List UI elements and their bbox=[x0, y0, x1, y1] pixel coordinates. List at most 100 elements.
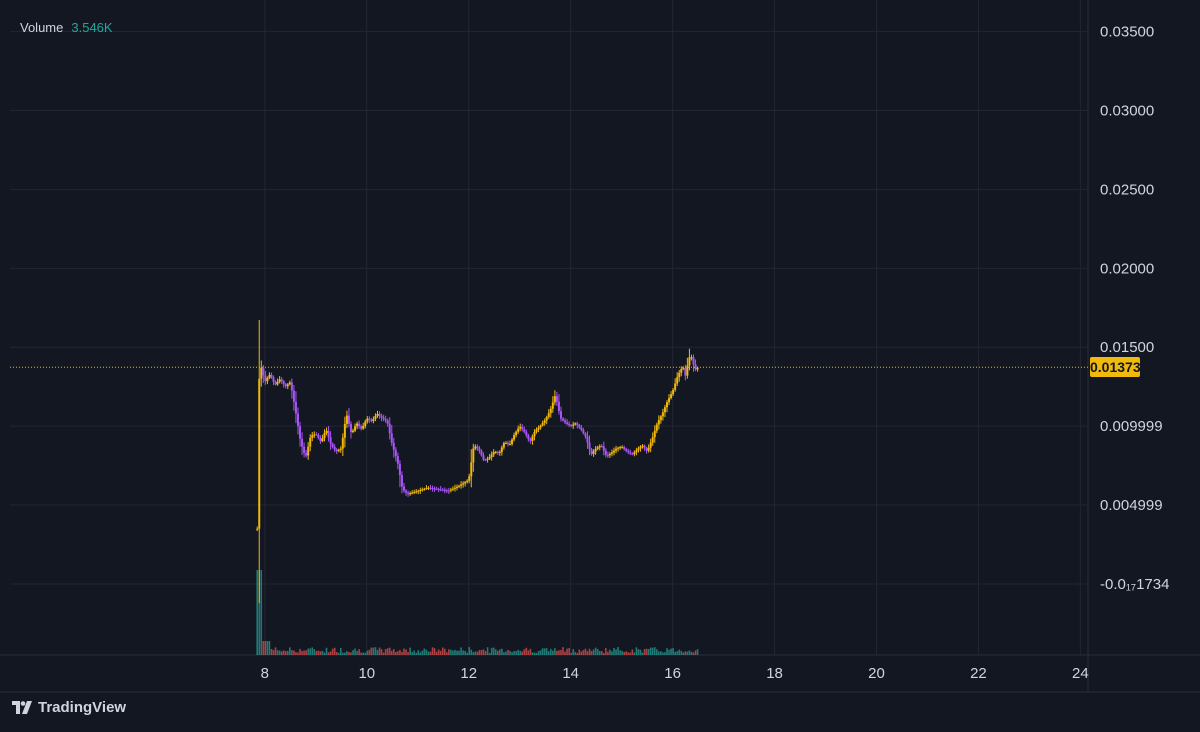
volume-bar bbox=[662, 652, 664, 655]
candle-body bbox=[466, 480, 469, 483]
candle-body bbox=[621, 447, 624, 449]
candle-body bbox=[596, 447, 599, 449]
volume-bar bbox=[580, 651, 583, 655]
volume-bar bbox=[407, 651, 409, 655]
candle-body bbox=[337, 449, 340, 452]
volume-bar bbox=[339, 647, 342, 655]
volume-bar bbox=[266, 641, 269, 655]
candle-body bbox=[352, 430, 355, 432]
volume-bar bbox=[425, 649, 428, 655]
volume-bar bbox=[686, 651, 689, 655]
candle-body bbox=[468, 476, 471, 481]
price-axis[interactable]: 0.03500 0.03000 0.02500 0.02000 0.01500 0.009… bbox=[1100, 24, 1169, 593]
candle-body bbox=[686, 365, 689, 376]
volume-bar bbox=[558, 650, 560, 655]
candle-body bbox=[305, 452, 308, 456]
volume-bar bbox=[397, 651, 399, 655]
candle-body bbox=[274, 381, 277, 385]
volume-bar bbox=[327, 652, 330, 655]
candle-body bbox=[386, 420, 389, 424]
candle-body bbox=[545, 416, 548, 421]
y-tick-label: 0.02500 bbox=[1100, 181, 1154, 198]
candle-body bbox=[364, 421, 367, 426]
volume-bar bbox=[682, 652, 685, 655]
volume-bar bbox=[488, 652, 491, 655]
volume-bar bbox=[631, 649, 634, 655]
candle-body bbox=[413, 491, 416, 493]
volume-bar bbox=[415, 652, 418, 655]
candle-body bbox=[672, 389, 675, 395]
volume-bar bbox=[297, 652, 299, 655]
candle-body bbox=[382, 417, 385, 420]
volume-bar bbox=[333, 647, 336, 655]
volume-bar bbox=[474, 651, 477, 655]
candle-body bbox=[333, 446, 336, 450]
volume-bar bbox=[386, 648, 389, 655]
volume-bar bbox=[696, 649, 699, 655]
candle-body bbox=[619, 447, 622, 449]
volume-bar bbox=[629, 652, 632, 655]
candle-body bbox=[394, 449, 397, 457]
grid-lines bbox=[0, 0, 1200, 693]
candle-body bbox=[549, 408, 552, 414]
candle-body bbox=[502, 443, 505, 448]
volume-bar bbox=[382, 652, 385, 655]
volume-bar bbox=[260, 570, 263, 655]
candle-body bbox=[368, 418, 371, 420]
volume-bar bbox=[515, 651, 517, 655]
candle-body bbox=[651, 437, 654, 443]
volume-bar bbox=[448, 649, 450, 655]
volume-bar bbox=[484, 651, 487, 655]
candle-body bbox=[470, 462, 473, 477]
candle-body bbox=[358, 423, 361, 427]
tradingview-logo[interactable]: TradingView bbox=[12, 699, 126, 716]
volume-bar bbox=[513, 651, 515, 655]
candle-body bbox=[282, 381, 285, 385]
volume-bar bbox=[321, 650, 324, 655]
volume-bar bbox=[505, 651, 507, 655]
candle-body bbox=[623, 447, 626, 450]
volume-bar bbox=[384, 649, 387, 655]
volume-bar bbox=[619, 650, 621, 655]
candle-body bbox=[645, 448, 648, 451]
volume-bar bbox=[531, 652, 534, 655]
x-tick-label: 24 bbox=[1072, 665, 1089, 682]
volume-bar bbox=[596, 648, 599, 655]
candle-body bbox=[374, 415, 377, 420]
candle-body bbox=[407, 492, 410, 494]
x-tick-label: 10 bbox=[358, 665, 375, 682]
candle-body bbox=[441, 489, 444, 491]
candle-body bbox=[292, 390, 295, 402]
candle-body bbox=[472, 448, 475, 463]
candle-body bbox=[262, 367, 265, 376]
candle-body bbox=[400, 475, 403, 487]
candle-body bbox=[582, 430, 585, 434]
candle-body bbox=[315, 434, 318, 436]
candle-body bbox=[562, 418, 565, 421]
candle-body bbox=[425, 488, 428, 490]
volume-bar bbox=[490, 647, 493, 655]
candle-body bbox=[443, 489, 446, 491]
x-tick-label: 14 bbox=[562, 665, 579, 682]
volume-bar bbox=[390, 650, 393, 655]
volume-bar bbox=[392, 649, 395, 655]
volume-bar bbox=[564, 651, 566, 655]
volume-bar bbox=[472, 652, 475, 655]
volume-bar bbox=[556, 650, 558, 655]
volume-bar bbox=[360, 652, 362, 655]
time-axis[interactable]: 8 10 12 14 16 18 20 22 24 bbox=[261, 665, 1089, 682]
volume-bar bbox=[303, 650, 305, 655]
volume-bar bbox=[503, 652, 505, 655]
volume-bar bbox=[450, 649, 452, 655]
candle-body bbox=[627, 450, 630, 453]
volume-bar bbox=[313, 649, 316, 655]
volume-bar bbox=[468, 647, 471, 655]
volume-bar bbox=[301, 651, 303, 655]
candle-body bbox=[521, 426, 524, 430]
volume-bar bbox=[358, 649, 360, 655]
volume-bar bbox=[649, 647, 652, 655]
candle-body bbox=[486, 458, 489, 460]
volume-bar bbox=[537, 651, 540, 655]
